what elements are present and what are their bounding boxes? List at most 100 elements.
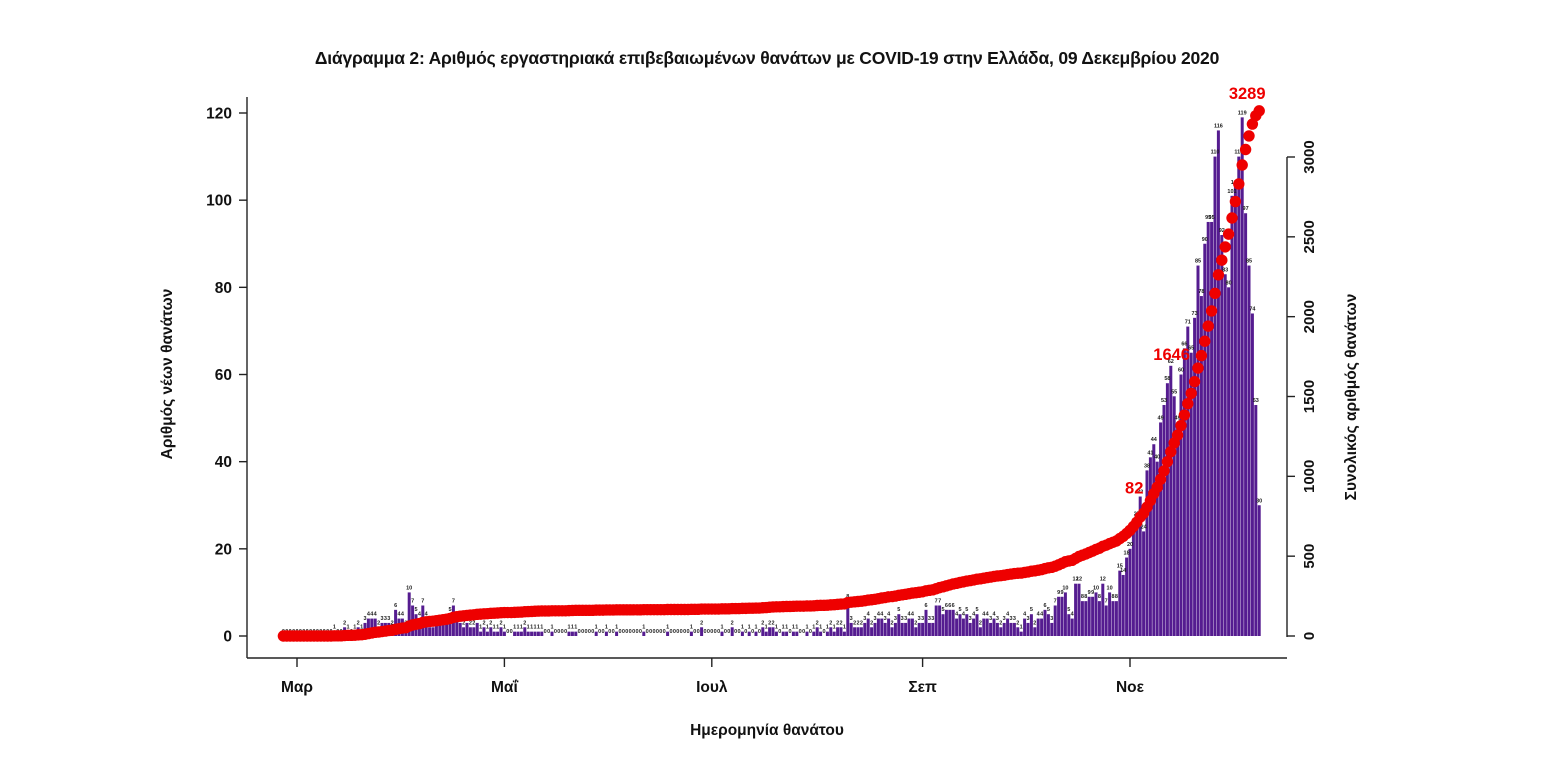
bar-value-label: 3 xyxy=(884,616,887,622)
bar-value-label: 0 xyxy=(646,629,649,635)
bar xyxy=(1135,518,1139,636)
bar-value-label: 0 xyxy=(547,629,550,635)
bar xyxy=(873,622,877,636)
bar xyxy=(870,627,874,636)
bar xyxy=(1074,583,1078,636)
bar-value-label: 4 xyxy=(877,612,881,618)
bar-value-label: 4 xyxy=(880,612,884,618)
bar xyxy=(492,631,496,636)
bar-value-label: 80 xyxy=(1226,280,1232,286)
bar xyxy=(1233,187,1237,636)
bar-value-label: 1 xyxy=(826,625,829,631)
bar xyxy=(1216,130,1220,636)
bar xyxy=(832,631,836,636)
bar xyxy=(859,627,863,636)
bar xyxy=(1203,243,1207,636)
bar-value-label: 4 xyxy=(982,612,986,618)
bar xyxy=(1223,274,1227,636)
bar-value-label: 74 xyxy=(1249,306,1256,312)
bar xyxy=(1097,601,1101,636)
bar-value-label: 2 xyxy=(816,620,819,626)
cumulative-line-group xyxy=(277,105,1265,642)
bar xyxy=(496,631,500,636)
bar-value-label: 4 xyxy=(418,612,422,618)
bar-value-label: 2 xyxy=(469,620,472,626)
cumulative-dot xyxy=(1236,159,1248,171)
bar xyxy=(1250,313,1254,636)
bar xyxy=(972,618,976,636)
cumulative-dot xyxy=(1158,465,1170,477)
bar-value-label: 3 xyxy=(969,616,972,622)
cumulative-dot xyxy=(1212,269,1225,281)
bar-value-label: 1 xyxy=(479,625,482,631)
bar-value-label: 1 xyxy=(812,625,815,631)
bar-value-label: 0 xyxy=(554,629,557,635)
bar-value-label: 6 xyxy=(952,603,955,609)
bar xyxy=(1179,374,1183,636)
bar-value-label: 10 xyxy=(1107,585,1113,591)
bar-value-label: 5 xyxy=(897,607,900,613)
bar xyxy=(764,631,768,636)
bar-value-label: 2 xyxy=(462,620,465,626)
bar-value-label: 0 xyxy=(673,629,676,635)
bar-value-label: 0 xyxy=(544,629,547,635)
bar xyxy=(1220,235,1224,637)
bar xyxy=(489,627,493,636)
cumulative-milestone-label: 1646 xyxy=(1153,346,1190,364)
bar-value-label: 1 xyxy=(805,625,808,631)
bar-value-label: 1 xyxy=(595,625,598,631)
bar-value-label: 0 xyxy=(639,629,642,635)
bar-value-label: 0 xyxy=(663,629,666,635)
bar-value-label: 1 xyxy=(666,625,669,631)
bar xyxy=(1152,444,1156,636)
cumulative-dot xyxy=(1205,305,1218,317)
bar xyxy=(448,614,452,636)
bar-value-label: 0 xyxy=(758,629,761,635)
bar-value-label: 0 xyxy=(629,629,632,635)
bar-value-label: 8 xyxy=(1111,594,1114,600)
bar xyxy=(479,631,483,636)
bar-value-label: 0 xyxy=(669,629,672,635)
bar xyxy=(1162,405,1166,636)
x-axis-tick-label: Μαρ xyxy=(281,679,313,696)
bar xyxy=(407,592,411,636)
bar xyxy=(1023,618,1027,636)
bar-value-label: 1 xyxy=(533,625,536,631)
bar xyxy=(924,609,928,636)
bar xyxy=(927,622,931,636)
bar-value-label: 0 xyxy=(788,629,791,635)
bar-value-label: 0 xyxy=(744,629,747,635)
bar-value-label: 1 xyxy=(795,625,798,631)
bar-value-label: 3 xyxy=(850,616,853,622)
bar-value-label: 2 xyxy=(700,620,703,626)
bar-value-label: 12 xyxy=(1076,577,1082,583)
bar xyxy=(428,627,432,636)
bar xyxy=(761,627,765,636)
bar xyxy=(914,627,918,636)
bar-value-label: 1 xyxy=(754,625,757,631)
bar-value-label: 0 xyxy=(618,629,621,635)
bar xyxy=(887,618,891,636)
bar-value-label: 1 xyxy=(503,625,506,631)
bar-value-label: 6 xyxy=(945,603,948,609)
bar-value-label: 0 xyxy=(622,629,625,635)
bar xyxy=(791,631,795,636)
cumulative-dot xyxy=(1175,419,1187,432)
x-axis-tick-label: Ιουλ xyxy=(696,679,728,696)
bar-value-label: 18 xyxy=(1124,551,1130,557)
annotations-group: 82 1646 3289 xyxy=(1125,85,1266,498)
bar xyxy=(934,605,938,636)
bar xyxy=(1193,317,1197,636)
bar xyxy=(999,627,1003,636)
bar-value-label: 0 xyxy=(608,629,611,635)
right-axis-tick-label: 2500 xyxy=(1301,220,1318,253)
bar xyxy=(904,622,908,636)
bar xyxy=(1040,618,1044,636)
bar-value-label: 0 xyxy=(578,629,581,635)
cumulative-dot xyxy=(1199,335,1211,347)
bar xyxy=(795,631,799,636)
bar xyxy=(1019,631,1023,636)
bar xyxy=(897,614,901,636)
bar-value-label: 20 xyxy=(1127,542,1133,548)
